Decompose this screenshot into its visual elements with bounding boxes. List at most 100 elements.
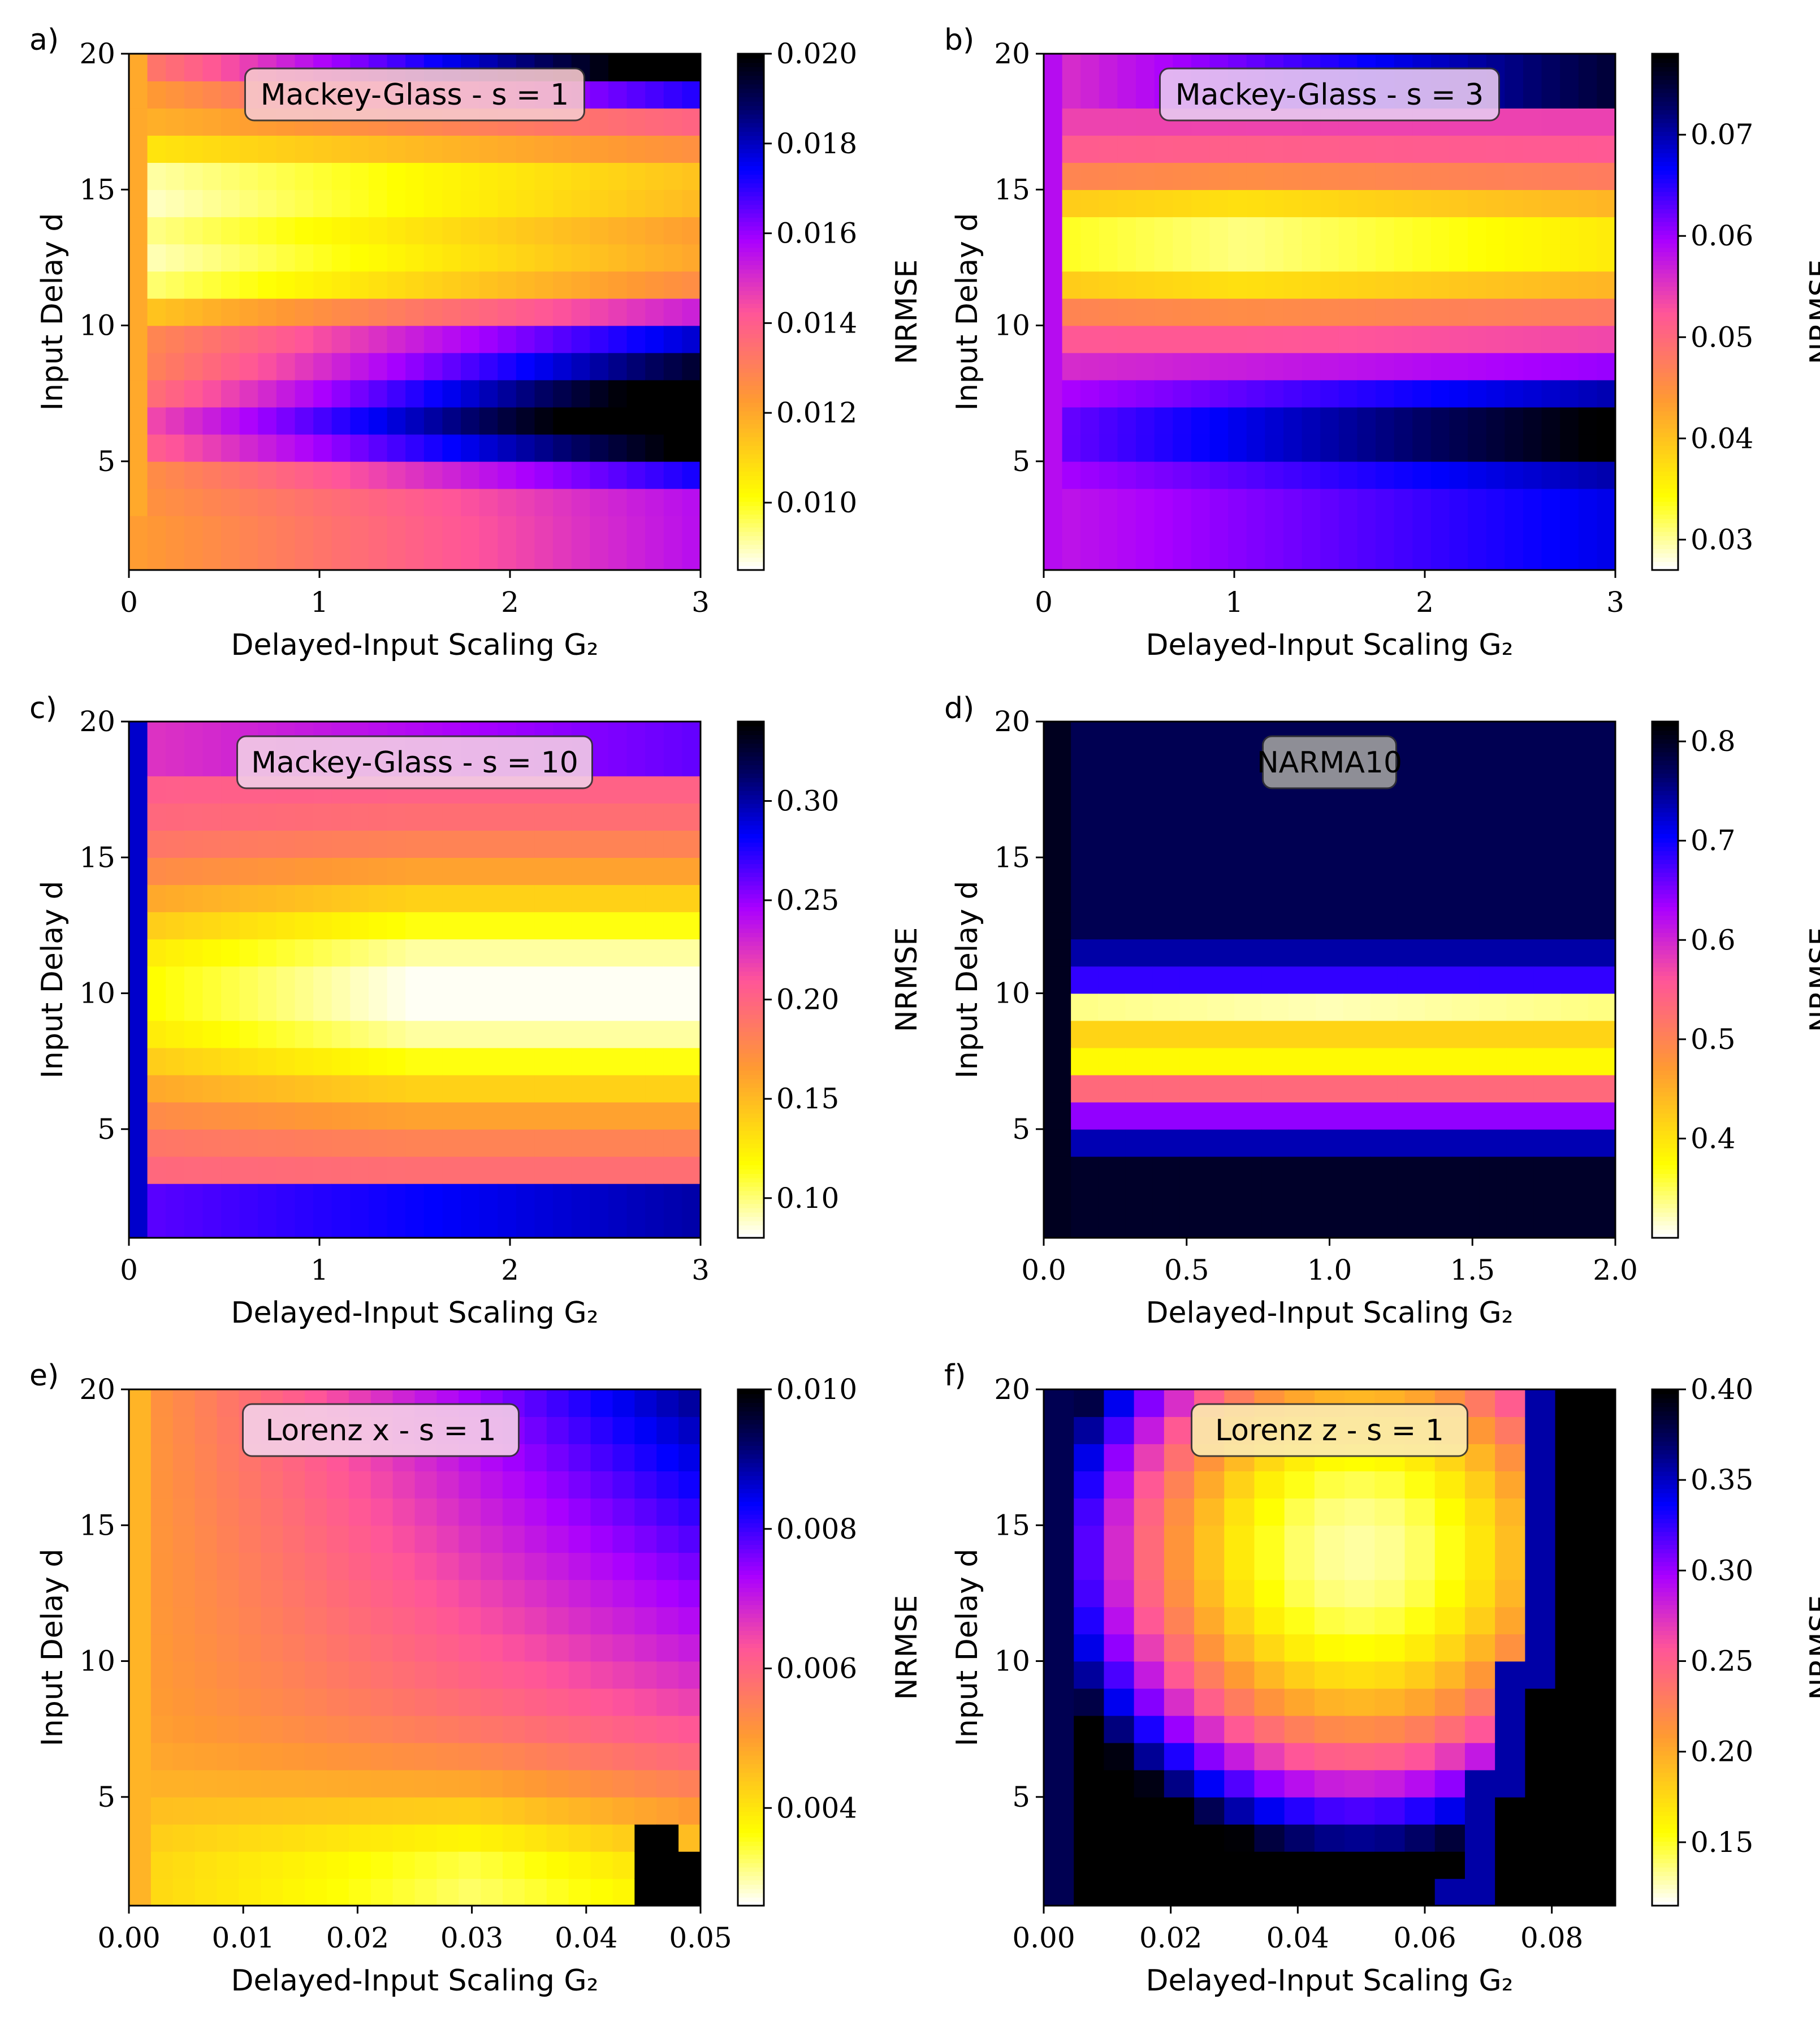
heatmap-cell (1430, 298, 1450, 326)
heatmap-cell (1254, 1525, 1285, 1553)
heatmap-cell (1228, 325, 1247, 353)
heatmap-cell (1125, 884, 1153, 913)
heatmap-cell (590, 81, 609, 109)
heatmap-cell (1597, 135, 1616, 163)
heatmap-cell (331, 217, 351, 245)
heatmap-cell (503, 1579, 525, 1608)
heatmap-cell (1345, 1824, 1376, 1852)
heatmap-cell (612, 1688, 636, 1716)
colorbar-segment (738, 1785, 764, 1790)
heatmap-cell (678, 1688, 701, 1716)
heatmap-cell (1588, 776, 1616, 804)
heatmap-cell (461, 379, 480, 408)
heatmap-cell (276, 379, 296, 408)
heatmap-cell (350, 352, 369, 381)
heatmap-cell (516, 434, 535, 462)
colorbar-segment (1652, 1108, 1678, 1114)
heatmap-cell (405, 912, 425, 940)
heatmap-cell (1434, 1471, 1465, 1499)
colorbar-segment (738, 765, 764, 770)
heatmap-cell (1434, 1634, 1465, 1662)
heatmap-cell (258, 1210, 277, 1238)
heatmap-cell (663, 108, 683, 136)
heatmap-cell (1316, 966, 1344, 994)
heatmap-cell (1578, 108, 1598, 136)
heatmap-cell (1062, 325, 1082, 353)
heatmap-cell (405, 488, 425, 516)
heatmap-cell (184, 81, 204, 109)
colorbar-segment (738, 376, 764, 382)
heatmap-cell (1523, 542, 1542, 571)
heatmap-cell (442, 352, 461, 381)
heatmap-cell (166, 1020, 185, 1048)
heatmap-cell (459, 1824, 481, 1852)
heatmap-cell (498, 1183, 517, 1211)
heatmap-cell (1254, 1471, 1285, 1499)
heatmap-cell (1191, 488, 1211, 516)
heatmap-cell (534, 434, 554, 462)
heatmap-cell (1376, 488, 1395, 516)
heatmap-cell (1434, 1742, 1465, 1770)
heatmap-cell (331, 1020, 351, 1048)
heatmap-cell (258, 966, 277, 994)
heatmap-cell (368, 1102, 388, 1130)
colorbar-segment (1652, 1449, 1678, 1455)
heatmap-cell (612, 1769, 636, 1798)
colorbar-segment (738, 1078, 764, 1084)
heatmap-cell (1320, 135, 1339, 163)
heatmap-cell (1397, 1047, 1425, 1076)
heatmap-cell (553, 352, 572, 381)
heatmap-cell (1302, 515, 1321, 543)
heatmap-cell (590, 108, 609, 136)
heatmap-cell (1099, 108, 1118, 136)
heatmap-cell (1209, 379, 1229, 408)
heatmap-cell (239, 884, 259, 913)
heatmap-cell (1486, 515, 1506, 543)
heatmap-cell (1152, 1210, 1181, 1238)
heatmap-cell (461, 1156, 480, 1184)
colorbar-segment (738, 174, 764, 179)
heatmap-cell (1080, 515, 1100, 543)
heatmap-cell (258, 217, 277, 245)
heatmap-cell (1370, 1210, 1398, 1238)
colorbar-segment (738, 307, 764, 313)
heatmap-cell (239, 1579, 262, 1608)
heatmap-cell (1320, 379, 1339, 408)
heatmap-cell (436, 1661, 460, 1689)
heatmap-cell (313, 939, 332, 967)
colorbar-segment (1652, 1113, 1678, 1118)
heatmap-cell (682, 1183, 701, 1211)
heatmap-cell (239, 830, 259, 858)
heatmap-cell (553, 488, 572, 516)
heatmap-cell (368, 1210, 388, 1238)
heatmap-cell (1289, 857, 1317, 886)
heatmap-cell (656, 1634, 679, 1662)
heatmap-cell (1578, 542, 1598, 571)
heatmap-cell (1578, 488, 1598, 516)
heatmap-cell (387, 1047, 406, 1076)
colorbar-segment (738, 1441, 764, 1446)
heatmap-cell (1284, 1851, 1315, 1879)
heatmap-cell (553, 407, 572, 435)
heatmap-cell (608, 434, 628, 462)
heatmap-cell (534, 379, 554, 408)
heatmap-cell (368, 379, 388, 408)
heatmap-cell (1314, 1471, 1345, 1499)
heatmap-cell (1425, 1156, 1452, 1184)
heatmap-cell (147, 1102, 167, 1130)
heatmap-cell (368, 803, 388, 831)
colorbar-segment (738, 1682, 764, 1687)
heatmap-cell (1404, 1525, 1436, 1553)
heatmap-cell (194, 1851, 218, 1879)
colorbar-segment (1652, 992, 1678, 997)
heatmap-cell (276, 407, 296, 435)
heatmap-cell (1117, 81, 1136, 109)
colorbar-segment (738, 1220, 764, 1226)
heatmap-cell (1541, 488, 1560, 516)
x-axis-label: Delayed-Input Scaling G₂ (1145, 1964, 1513, 1998)
heatmap-cell (534, 912, 554, 940)
colorbar-segment (1652, 66, 1678, 72)
heatmap-cell (1505, 244, 1524, 272)
heatmap-cell (313, 488, 332, 516)
heatmap-cell (172, 1552, 196, 1580)
